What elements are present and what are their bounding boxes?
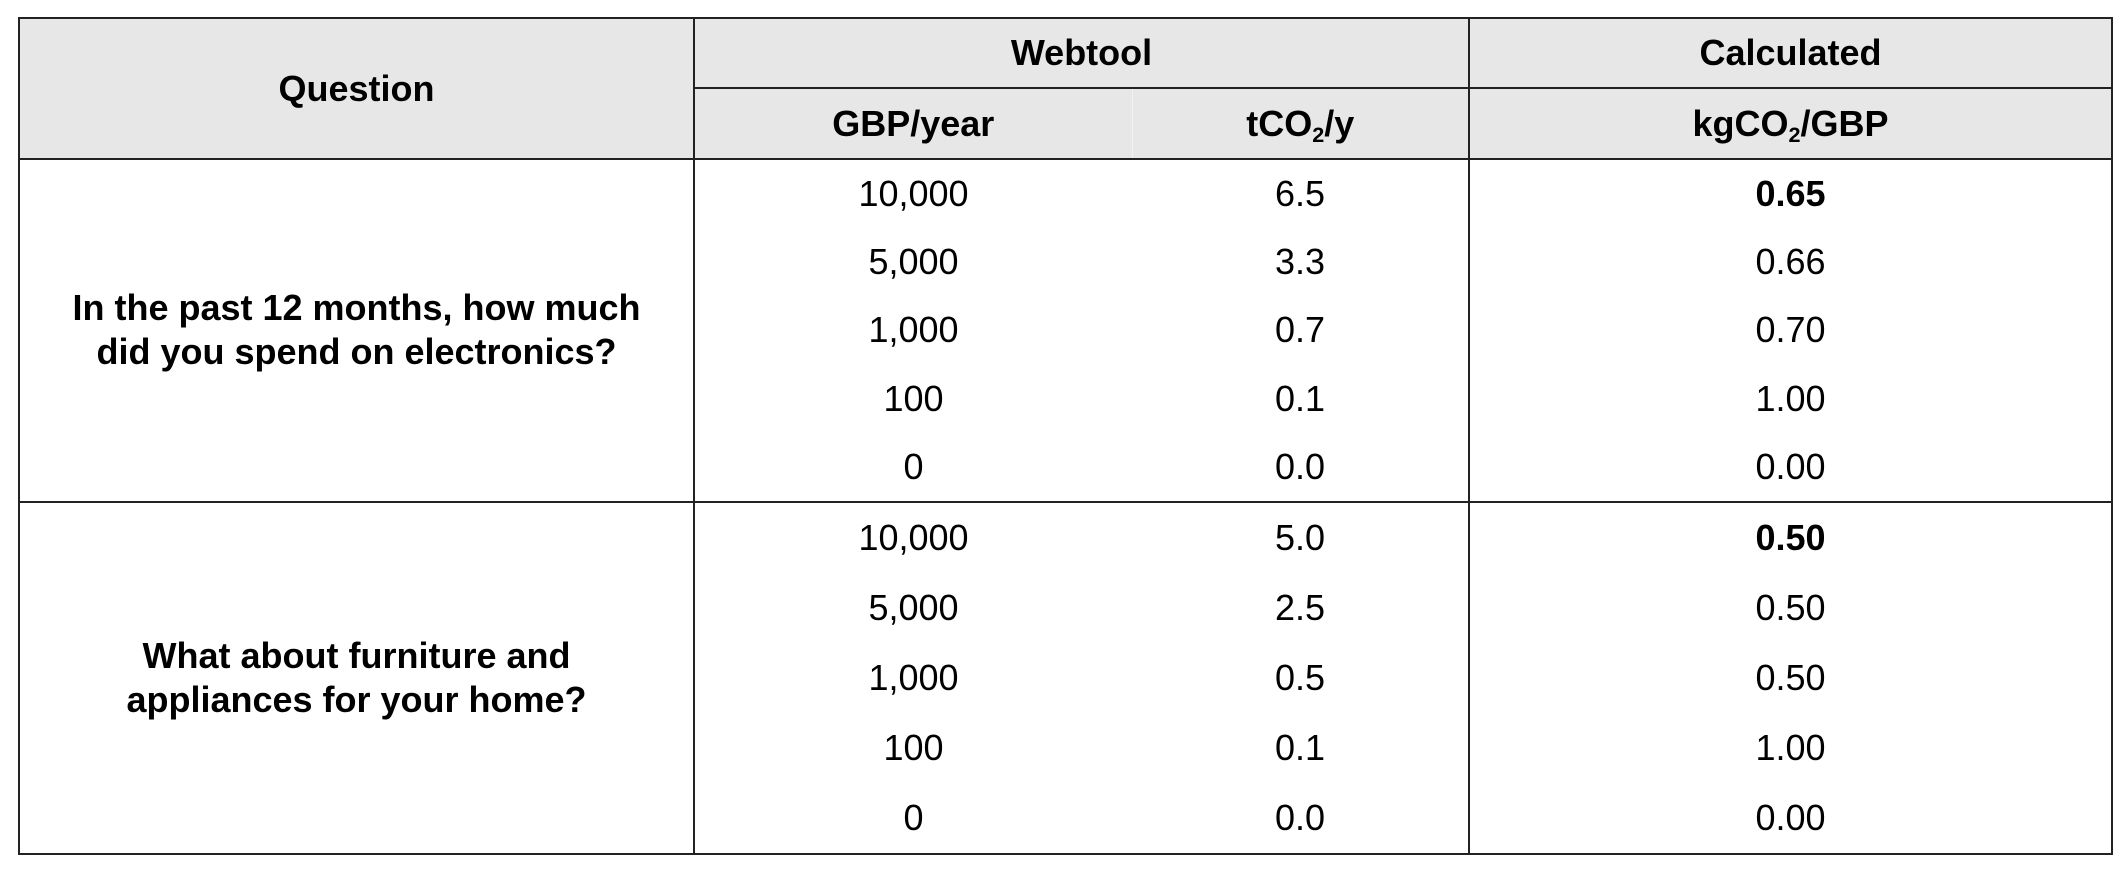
- table-row: 1,000 0.5 0.50: [19, 642, 2113, 714]
- tco2-per-year-cell: 3.3: [1132, 227, 1470, 297]
- kgco2-per-gbp-cell: 0.00: [1468, 433, 2113, 503]
- kgco2-per-gbp-cell: 0.00: [1468, 783, 2113, 855]
- tco2-per-year-cell: 0.1: [1132, 364, 1470, 434]
- gbp-per-year-cell: 10,000: [693, 500, 1132, 573]
- header-kg-suffix: /GBP: [1800, 102, 1889, 144]
- gbp-per-year-cell: 100: [693, 364, 1132, 434]
- header-tco2-prefix: tCO: [1246, 102, 1313, 144]
- tco2-per-year-cell: 5.0: [1132, 500, 1470, 573]
- header-tco2-per-year: tCO2/y: [1131, 87, 1470, 160]
- header-kgco2-per-gbp: kgCO2/GBP: [1468, 87, 2113, 160]
- table-row: In the past 12 months, how much did you …: [18, 158, 2113, 503]
- header-webtool: Webtool: [693, 17, 1470, 89]
- header-tco2-suffix: /y: [1324, 102, 1355, 144]
- header-kg-prefix: kgCO: [1692, 102, 1789, 144]
- table-row: What about furniture and appliances for …: [18, 500, 2113, 855]
- tco2-per-year-cell: 2.5: [1132, 572, 1470, 643]
- tco2-per-year-cell: 0.5: [1132, 642, 1470, 714]
- table-row: 5,000 2.5 0.50: [19, 572, 2113, 643]
- kgco2-per-gbp-cell: 1.00: [1468, 713, 2113, 784]
- question-cell: In the past 12 months, how much did you …: [18, 158, 695, 503]
- table-row: 1,000 0.7 0.70: [19, 296, 2113, 365]
- gbp-per-year-cell: 0: [693, 783, 1132, 855]
- gbp-per-year-cell: 1,000: [693, 642, 1132, 714]
- kgco2-per-gbp-cell: 0.66: [1468, 227, 2113, 297]
- header-gbp-per-year: GBP/year: [693, 87, 1133, 160]
- table-row: 0 0.0 0.00: [19, 783, 2113, 855]
- kgco2-per-gbp-cell: 0.50: [1468, 572, 2113, 643]
- tco2-per-year-cell: 0.0: [1132, 433, 1470, 503]
- header-calculated: Calculated: [1468, 17, 2113, 89]
- gbp-per-year-cell: 100: [693, 713, 1132, 784]
- table-row: 0 0.0 0.00: [19, 433, 2113, 503]
- question-group-electronics: In the past 12 months, how much did you …: [18, 158, 2113, 503]
- table-row: 5,000 3.3 0.66: [19, 227, 2113, 297]
- emissions-table: Question Webtool Calculated GBP/year tCO…: [18, 17, 2113, 855]
- question-group-furniture: What about furniture and appliances for …: [18, 500, 2113, 855]
- kgco2-per-gbp-cell: 0.70: [1468, 296, 2113, 365]
- question-cell: What about furniture and appliances for …: [18, 500, 695, 855]
- gbp-per-year-cell: 1,000: [693, 296, 1132, 365]
- gbp-per-year-cell: 10,000: [693, 158, 1132, 228]
- gbp-per-year-cell: 5,000: [693, 572, 1132, 643]
- header-question: Question: [18, 17, 695, 160]
- tco2-per-year-cell: 6.5: [1132, 158, 1470, 228]
- kgco2-per-gbp-cell: 1.00: [1468, 364, 2113, 434]
- table-header: Question Webtool Calculated GBP/year tCO…: [18, 17, 2113, 160]
- kgco2-per-gbp-cell: 0.50: [1468, 642, 2113, 714]
- table-row: 100 0.1 1.00: [19, 713, 2113, 784]
- kgco2-per-gbp-cell: 0.65: [1468, 158, 2113, 228]
- kgco2-per-gbp-cell: 0.50: [1468, 500, 2113, 573]
- table-row: 100 0.1 1.00: [19, 364, 2113, 434]
- gbp-per-year-cell: 5,000: [693, 227, 1132, 297]
- tco2-per-year-cell: 0.0: [1132, 783, 1470, 855]
- header-kg-subscript: 2: [1788, 121, 1801, 147]
- tco2-per-year-cell: 0.7: [1132, 296, 1470, 365]
- tco2-per-year-cell: 0.1: [1132, 713, 1470, 784]
- header-tco2-subscript: 2: [1312, 121, 1325, 147]
- gbp-per-year-cell: 0: [693, 433, 1132, 503]
